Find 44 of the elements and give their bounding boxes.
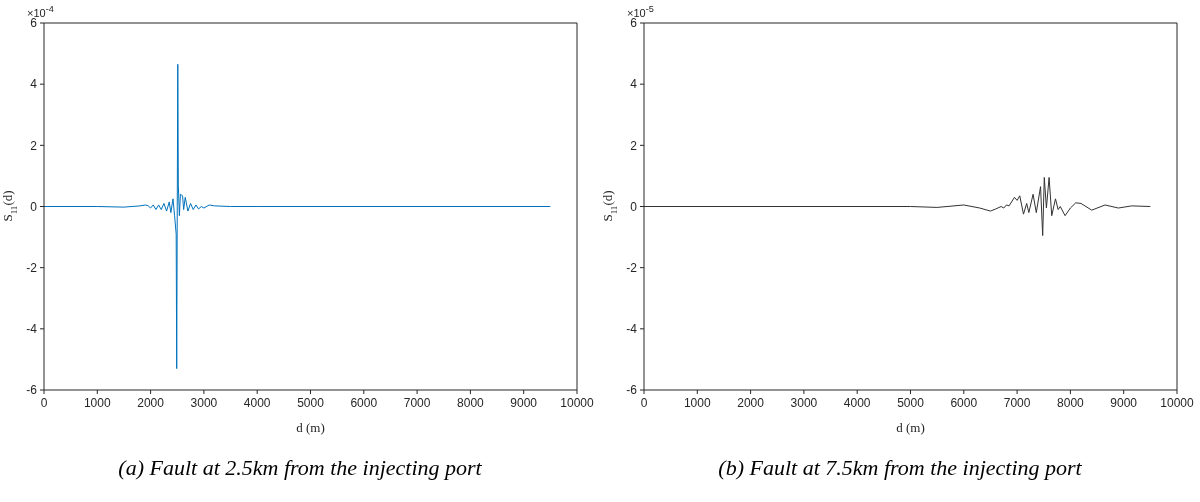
y-tick-label: 6 xyxy=(30,16,38,31)
line-series xyxy=(44,63,551,370)
x-tick-label: 10000 xyxy=(1160,395,1195,410)
y-tick-label: 4 xyxy=(630,77,638,92)
x-tick-label: 5000 xyxy=(897,395,925,410)
x-tick-label: 9000 xyxy=(1110,395,1138,410)
x-tick-label: 0 xyxy=(40,395,48,410)
y-tick-label: -6 xyxy=(26,383,38,398)
y-tick-label: 6 xyxy=(630,16,638,31)
x-tick-label: 9000 xyxy=(510,395,538,410)
x-tick-label: 0 xyxy=(640,395,648,410)
x-tick-label: 3000 xyxy=(190,395,218,410)
x-tick-label: 5000 xyxy=(297,395,325,410)
line-series xyxy=(644,176,1151,237)
x-tick-label: 8000 xyxy=(457,395,485,410)
y-tick-label: 0 xyxy=(30,199,38,214)
y-tick-label: 2 xyxy=(30,138,38,153)
y-tick-label: 2 xyxy=(630,138,638,153)
y-tick-label: -2 xyxy=(26,260,38,275)
x-tick-label: 6000 xyxy=(350,395,378,410)
x-tick-label: 7000 xyxy=(1003,395,1031,410)
x-tick-label: 1000 xyxy=(83,395,111,410)
text: ×10$^{-4}$ xyxy=(27,4,54,19)
y-tick-label: -2 xyxy=(626,260,638,275)
x-axis-title: d (m) xyxy=(896,420,925,435)
x-tick-label: 8000 xyxy=(1057,395,1085,410)
x-tick-label: 2000 xyxy=(737,395,765,410)
x-tick-label: 4000 xyxy=(843,395,871,410)
y-tick-label: -6 xyxy=(626,383,638,398)
text: (a) Fault at 2.5km from the injecting port xyxy=(117,455,483,481)
y-tick-label: 4 xyxy=(30,77,38,92)
x-tick-label: 6000 xyxy=(950,395,978,410)
y-tick-label: -4 xyxy=(626,322,638,337)
x-tick-label: 2000 xyxy=(137,395,165,410)
x-tick-label: 4000 xyxy=(243,395,271,410)
text: ×10$^{-5}$ xyxy=(627,4,654,19)
x-tick-label: 3000 xyxy=(790,395,818,410)
x-tick-label: 7000 xyxy=(403,395,431,410)
text: (b) Fault at 7.5km from the injecting port xyxy=(717,455,1083,481)
y-tick-label: 0 xyxy=(630,199,638,214)
x-tick-label: 1000 xyxy=(683,395,711,410)
y-tick-label: -4 xyxy=(26,322,38,337)
x-axis-title: d (m) xyxy=(296,420,325,435)
x-tick-label: 10000 xyxy=(560,395,595,410)
